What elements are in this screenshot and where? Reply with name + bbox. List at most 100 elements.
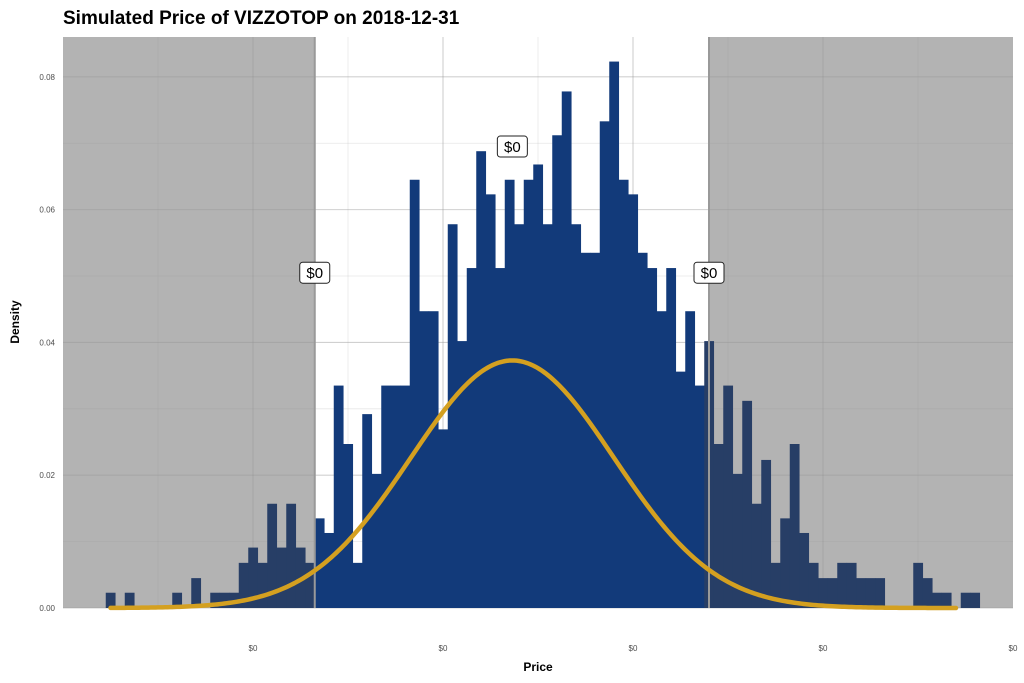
x-tick-label: $0	[249, 644, 258, 653]
histogram-bar	[789, 444, 800, 608]
histogram-bar	[485, 194, 496, 608]
y-tick-label: 0.04	[39, 338, 55, 347]
histogram-bar	[609, 61, 620, 608]
histogram-bar	[419, 311, 430, 608]
histogram-bar	[837, 562, 848, 608]
histogram-bar	[248, 547, 259, 608]
histogram-bar	[580, 252, 591, 608]
histogram-bar	[846, 562, 857, 608]
histogram-bar	[523, 179, 534, 608]
annotation-text: $0	[701, 265, 718, 282]
histogram-bar	[400, 385, 411, 608]
y-axis-title: Density	[8, 300, 22, 344]
histogram-bar	[390, 385, 401, 608]
annotation-label: $0	[299, 261, 331, 284]
annotation-text: $0	[306, 265, 323, 282]
histogram-bar	[305, 562, 316, 608]
histogram-bar	[637, 252, 648, 608]
x-tick-label: $0	[819, 644, 828, 653]
histogram-bar	[818, 578, 829, 608]
histogram-bar	[371, 473, 382, 608]
histogram-bar	[333, 385, 344, 608]
histogram-bar	[827, 578, 838, 608]
histogram-bar	[238, 562, 249, 608]
annotation-label: $0	[693, 261, 725, 284]
histogram-bar	[191, 578, 202, 608]
histogram-bar	[723, 385, 734, 608]
histogram-bar	[495, 268, 506, 608]
histogram-bar	[447, 224, 458, 609]
histogram-bar	[409, 179, 420, 608]
x-tick-label: $0	[1009, 644, 1018, 653]
histogram-bar	[286, 503, 297, 608]
y-tick-label: 0.02	[39, 471, 55, 480]
y-tick-label: 0.06	[39, 206, 55, 215]
histogram-bar	[428, 311, 439, 608]
x-tick-label: $0	[439, 644, 448, 653]
annotation-label: $0	[496, 135, 528, 158]
histogram-bar	[875, 578, 886, 608]
histogram-bar	[210, 592, 221, 608]
histogram-bar	[352, 562, 363, 608]
histogram-bar	[628, 194, 639, 608]
histogram-bar	[552, 135, 563, 608]
histogram-bar	[675, 371, 686, 608]
x-tick-label: $0	[629, 644, 638, 653]
histogram-bar	[267, 503, 278, 608]
histogram-bar	[922, 578, 933, 608]
x-axis-ticks: $0 $0 $0 $0 $0	[249, 644, 1018, 653]
histogram-bars	[314, 61, 705, 609]
x-axis-title: Price	[523, 660, 553, 674]
annotation-box	[693, 261, 725, 284]
histogram-bar	[856, 578, 867, 608]
histogram-bar	[257, 562, 268, 608]
histogram-bar	[713, 444, 724, 608]
histogram-bar	[647, 268, 658, 608]
histogram-bar	[561, 91, 572, 608]
histogram-bar	[742, 400, 753, 608]
histogram-bar	[514, 224, 525, 609]
histogram-bar	[685, 311, 696, 608]
histogram-bar	[571, 224, 582, 609]
histogram-bar	[941, 592, 952, 608]
histogram-bar	[865, 578, 876, 608]
chart-title: Simulated Price of VIZZOTOP on 2018-12-3…	[63, 8, 460, 29]
histogram-bar	[761, 459, 772, 608]
histogram-bar	[913, 562, 924, 608]
normal-density-curve	[108, 358, 959, 611]
histogram-bar	[599, 121, 610, 609]
histogram-bar	[314, 518, 325, 608]
histogram-bar	[970, 592, 981, 608]
histogram-bar	[124, 592, 135, 608]
histogram-bar	[694, 385, 705, 608]
y-tick-label: 0.00	[39, 604, 55, 613]
histogram-bar	[960, 592, 971, 608]
histogram-bar	[799, 532, 810, 608]
annotation-box	[299, 261, 331, 284]
y-axis-ticks: 0.00 0.02 0.04 0.06 0.08	[39, 73, 55, 613]
histogram-bar	[172, 592, 183, 608]
histogram-bar	[504, 179, 515, 608]
histogram-bar	[808, 562, 819, 608]
histogram-bar	[476, 151, 487, 608]
annotation-text: $0	[504, 139, 521, 156]
annotations: $0 $0 $0	[299, 135, 725, 284]
y-tick-label: 0.08	[39, 73, 55, 82]
histogram-bar	[466, 268, 477, 608]
histogram-bar	[533, 164, 544, 608]
histogram-bar	[618, 179, 629, 608]
histogram-bar	[324, 532, 335, 608]
histogram-bar	[219, 592, 230, 608]
histogram-bar	[751, 503, 762, 608]
histogram-bar	[362, 414, 373, 608]
histogram-bar	[457, 341, 468, 608]
annotation-box	[496, 135, 528, 158]
histogram-bar	[770, 562, 781, 608]
histogram-bar	[438, 429, 449, 608]
histogram-bar	[276, 547, 287, 608]
threshold-lines	[313, 37, 710, 608]
histogram-bar	[932, 592, 943, 608]
histogram-bar	[656, 311, 667, 608]
histogram-bar	[343, 444, 354, 608]
